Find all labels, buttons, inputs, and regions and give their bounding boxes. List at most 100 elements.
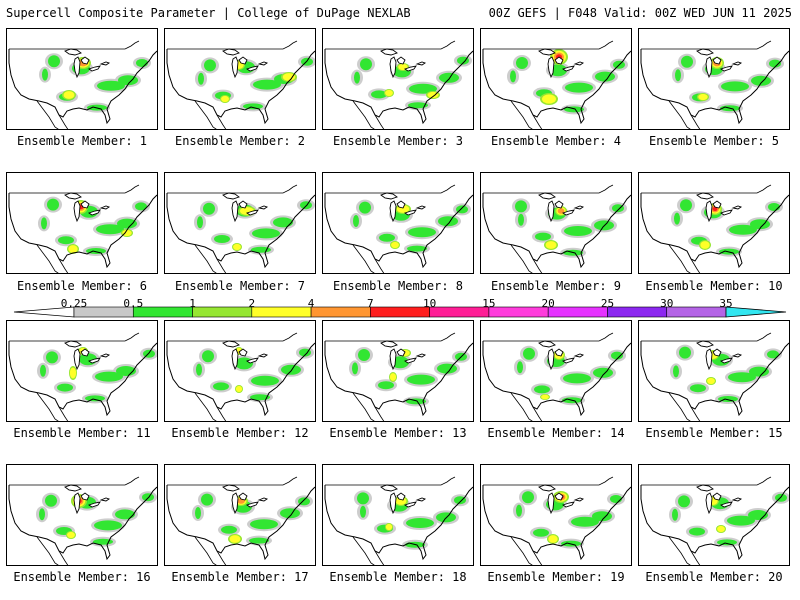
great-lake	[238, 348, 248, 357]
great-lake	[403, 357, 417, 364]
ensemble-member-map	[6, 28, 158, 130]
scp-contour-core	[221, 95, 229, 103]
scp-contour-green	[95, 371, 123, 382]
great-lake	[696, 340, 714, 348]
great-lake	[573, 497, 585, 502]
scp-contour-green	[378, 381, 394, 390]
member-map-svg	[640, 40, 789, 129]
scp-contour-green	[135, 202, 147, 211]
scp-contour-green	[358, 349, 370, 361]
scp-contour-green	[360, 58, 372, 71]
ensemble-member-label: Ensemble Member: 12	[171, 426, 309, 440]
ensemble-member-label: Ensemble Member: 7	[174, 279, 306, 293]
member-map-svg	[166, 184, 315, 273]
ensemble-member-label: Ensemble Member: 9	[490, 279, 622, 293]
great-lake	[547, 56, 555, 79]
great-lake	[99, 205, 111, 210]
scp-contour-core	[391, 241, 399, 249]
us-canada-border	[483, 40, 614, 50]
ensemble-member-map	[480, 464, 632, 566]
scp-contour-green	[679, 346, 691, 359]
coastline	[166, 485, 315, 561]
mexico-coastline	[352, 244, 385, 273]
scp-contour-green	[717, 539, 737, 546]
great-lake	[554, 56, 564, 65]
colorbar-tick-label: 1	[189, 297, 196, 310]
great-lake	[231, 348, 239, 371]
scp-contour-green	[673, 365, 679, 378]
colorbar-tick-label: 35	[719, 297, 733, 310]
ensemble-member-map	[322, 320, 474, 422]
mexico-coastline	[36, 100, 69, 129]
great-lake	[415, 205, 427, 210]
ensemble-member-label: Ensemble Member: 8	[332, 279, 464, 293]
ensemble-member-map	[638, 28, 790, 130]
mexico-coastline	[36, 244, 69, 273]
scp-contour-green	[379, 233, 395, 242]
scp-contour-green	[201, 493, 213, 506]
great-lake	[99, 497, 111, 502]
scp-contour-core	[427, 91, 439, 99]
scp-contour-green	[612, 204, 624, 213]
great-lake	[547, 348, 555, 371]
great-lake	[396, 492, 406, 501]
scp-contour-green	[563, 373, 591, 384]
coastline	[8, 485, 157, 561]
member-map-svg	[324, 40, 473, 129]
great-lake	[87, 501, 101, 508]
great-lake	[573, 61, 585, 66]
ensemble-member-map	[480, 28, 632, 130]
scp-contour-green	[592, 511, 612, 522]
scp-contour-green	[97, 80, 125, 91]
colorbar-tick-label: 4	[307, 297, 315, 310]
member-map-svg	[640, 184, 789, 273]
colorbar-tick-label: 7	[367, 297, 374, 310]
member-map-svg	[8, 40, 157, 129]
great-lake	[380, 484, 398, 492]
scp-contour-green	[523, 347, 535, 360]
great-lake	[403, 65, 417, 72]
mexico-coastline	[510, 100, 543, 129]
scp-contour-core	[541, 94, 557, 104]
great-lake	[73, 56, 81, 79]
mexico-coastline	[352, 392, 385, 421]
great-lake	[222, 48, 240, 56]
scp-contour-green	[751, 75, 771, 86]
great-lake	[415, 353, 427, 358]
scp-contour-green	[243, 103, 263, 110]
us-canada-border	[641, 332, 772, 342]
scp-contour-green	[354, 71, 360, 84]
great-lake	[403, 501, 417, 508]
great-lake	[99, 61, 111, 66]
coastline	[482, 341, 631, 417]
coastline	[324, 341, 473, 417]
scp-contour-green	[204, 59, 216, 72]
great-lake	[696, 484, 714, 492]
scp-contour-core	[541, 394, 549, 400]
scp-contour-green	[690, 384, 706, 393]
member-map-svg	[166, 332, 315, 421]
great-lake	[561, 65, 575, 72]
us-canada-border	[325, 184, 456, 194]
us-canada-border	[483, 476, 614, 486]
great-lake	[238, 200, 248, 209]
great-lake	[257, 353, 269, 358]
colorbar-tick-label: 15	[482, 297, 496, 310]
colorbar-tick-label: 2	[248, 297, 256, 310]
coastline	[482, 49, 631, 125]
scp-contour-core	[63, 91, 75, 99]
colorbar-tick-label: 30	[660, 297, 674, 310]
scp-contour-green	[142, 493, 154, 502]
scp-contour-green	[522, 491, 534, 504]
scp-contour-core	[68, 245, 78, 253]
us-canada-border	[167, 184, 298, 194]
scp-contour-green	[40, 364, 46, 377]
mexico-coastline	[510, 244, 543, 273]
scp-contour-green	[674, 212, 680, 225]
scp-contour-green	[534, 385, 550, 394]
scp-contour-green	[45, 494, 57, 507]
scp-contour-green	[251, 375, 279, 386]
coastline	[640, 49, 789, 125]
scp-contour-green	[252, 228, 280, 239]
member-map-svg	[324, 476, 473, 565]
